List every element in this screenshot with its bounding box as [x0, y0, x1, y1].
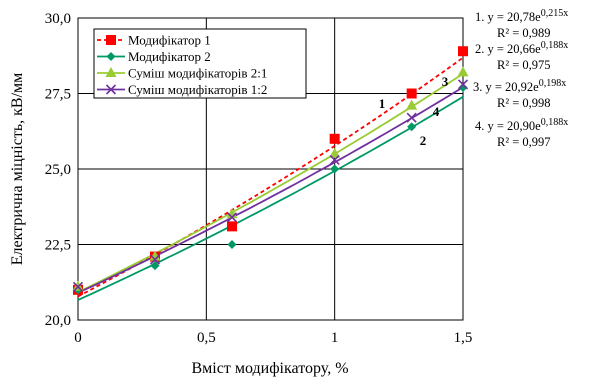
y-tick-label: 25,0: [45, 162, 71, 178]
x-tick-label: 0: [74, 330, 82, 346]
y-tick-label: 20,0: [45, 313, 71, 329]
x-axis-title: Вміст модифікатору, %: [191, 360, 348, 377]
curve-labels: 1 2 34: [379, 74, 449, 148]
equation-3: 3. y = 20,92e0,198x: [473, 78, 566, 94]
r-squared-2: R² = 0,975: [497, 58, 551, 72]
legend-label: Модифікатор 1: [128, 33, 211, 48]
x-tick-label: 1: [331, 330, 339, 346]
data-point: [458, 46, 468, 57]
data-point: [227, 240, 237, 249]
data-point: [457, 66, 469, 77]
r-squared-1: R² = 0,989: [497, 26, 551, 40]
x-tick-label: 1,5: [454, 330, 473, 346]
data-point: [329, 147, 341, 158]
data-point: [406, 112, 417, 123]
data-point: [149, 250, 161, 261]
data-points: [72, 46, 469, 295]
legend-marker: [105, 84, 117, 95]
y-tick-label: 30,0: [45, 11, 71, 27]
equation-1: 1. y = 20,78e0,215x: [475, 8, 568, 24]
r-squared-3: R² = 0,998: [497, 96, 551, 110]
trend-line-2: [77, 96, 464, 301]
legend-label: Суміш модифікаторів 2:1: [128, 66, 267, 81]
y-tick-label: 27,5: [45, 87, 71, 103]
curve-label: 3: [442, 74, 449, 89]
data-point: [329, 154, 340, 166]
data-point: [330, 164, 340, 174]
data-point: [407, 122, 417, 132]
trend-line-3: [77, 72, 464, 294]
legend-label: Суміш модифікаторів 1:2: [128, 82, 267, 97]
y-axis-title: Електрична міцність, кВ/мм: [9, 73, 26, 266]
equation-4: 4. y = 20,90e0,188x: [475, 117, 568, 133]
legend-label: Модифікатор 2: [128, 49, 211, 64]
curve-label: 4: [433, 104, 440, 119]
data-point: [329, 133, 340, 144]
data-point: [458, 82, 468, 92]
series-4-points: [72, 79, 469, 292]
equation-2: 2. y = 20,66e0,188x: [475, 40, 568, 56]
data-point: [226, 212, 238, 223]
data-point: [406, 99, 418, 110]
data-point: [72, 281, 84, 292]
data-point: [226, 208, 238, 219]
data-point: [150, 261, 160, 271]
tick-labels: 0 0,5 1 1,5 20,0 22,5 25,0 27,5 30,0: [45, 11, 473, 346]
legend-marker: [106, 35, 116, 45]
legend-marker: [106, 52, 116, 61]
y-tick-label: 22,5: [45, 238, 71, 254]
data-point: [227, 221, 237, 232]
legend-box: [93, 28, 307, 99]
x-tick-label: 0,5: [197, 330, 216, 346]
trend-line-4: [77, 86, 464, 294]
series-3-points: [72, 66, 469, 291]
curve-label: 2: [420, 133, 427, 148]
data-point: [457, 79, 469, 90]
curve-label: 1: [379, 96, 386, 111]
legend-marker: [105, 67, 117, 77]
data-point: [406, 88, 417, 99]
r-squared-4: R² = 0,997: [497, 135, 551, 149]
trend-lines: [77, 56, 464, 301]
data-point: [149, 254, 161, 265]
plot-area-border: [77, 17, 464, 321]
